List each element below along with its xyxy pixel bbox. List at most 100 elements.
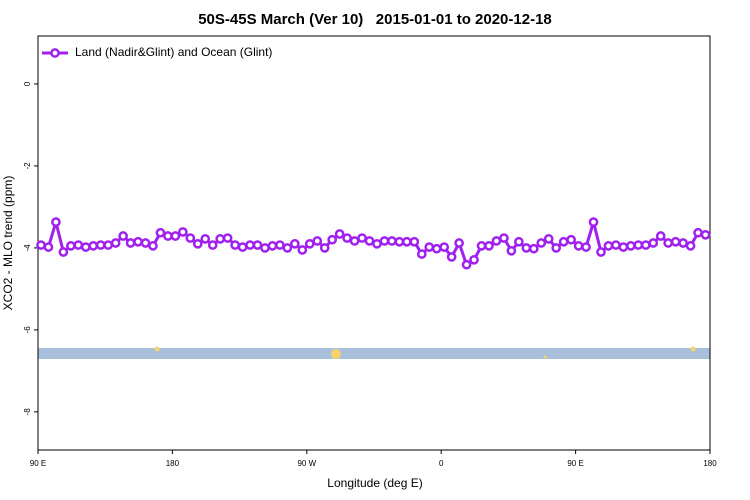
- data-point: [275, 240, 285, 250]
- data-point: [245, 240, 255, 250]
- data-point: [170, 231, 181, 241]
- data-point: [484, 241, 494, 251]
- y-tick-label: -8: [23, 408, 32, 416]
- land-marker: [154, 346, 160, 352]
- data-point: [618, 242, 629, 252]
- data-point: [357, 233, 367, 243]
- data-point: [431, 243, 442, 254]
- x-axis-label: Longitude (deg E): [327, 476, 422, 490]
- data-point: [588, 217, 599, 227]
- land-marker: [543, 355, 547, 359]
- land-marker: [690, 346, 696, 352]
- data-point: [491, 236, 502, 246]
- data-point: [596, 247, 606, 257]
- y-tick-label: -6: [23, 326, 32, 334]
- data-point: [252, 240, 263, 250]
- data-point: [506, 245, 517, 256]
- data-point: [66, 241, 76, 251]
- data-point: [521, 243, 532, 253]
- data-point: [267, 241, 278, 251]
- legend-label: Land (Nadir&Glint) and Ocean (Glint): [75, 45, 272, 59]
- data-point: [409, 236, 420, 247]
- x-tick-label: 0: [439, 459, 444, 468]
- x-tick-label: 90 W: [297, 459, 316, 468]
- data-point: [95, 240, 106, 250]
- data-point: [334, 229, 345, 239]
- data-point: [290, 238, 300, 249]
- data-point: [581, 242, 591, 252]
- data-point: [73, 240, 84, 250]
- data-point: [573, 241, 584, 251]
- data-point: [611, 240, 621, 250]
- data-point: [693, 227, 703, 238]
- data-point: [364, 236, 375, 246]
- data-point: [80, 242, 91, 252]
- data-point: [103, 240, 114, 250]
- data-point: [192, 238, 203, 249]
- data-point: [439, 242, 450, 252]
- data-point: [88, 241, 99, 251]
- data-point: [260, 243, 270, 253]
- data-point: [36, 240, 46, 250]
- x-tick-label: 90 E: [30, 459, 46, 468]
- data-point: [461, 259, 472, 270]
- data-point: [700, 229, 711, 240]
- data-point: [678, 238, 688, 248]
- chart-title: 50S-45S March (Ver 10) 2015-01-01 to 202…: [198, 11, 552, 28]
- data-point: [536, 238, 547, 248]
- land-markers: [154, 346, 696, 359]
- data-point: [51, 217, 61, 227]
- data-point: [454, 238, 464, 248]
- data-point: [379, 236, 390, 246]
- data-point: [670, 236, 681, 247]
- x-tick-label: 180: [703, 459, 717, 468]
- data-point: [342, 233, 352, 243]
- data-point: [148, 241, 158, 251]
- y-tick-label: -4: [23, 244, 32, 252]
- data-point: [163, 231, 173, 241]
- data-point: [133, 236, 143, 247]
- data-point: [469, 254, 479, 265]
- data-point: [178, 227, 188, 237]
- data-point: [349, 236, 360, 246]
- data-point: [476, 241, 487, 251]
- data-point: [207, 240, 218, 250]
- data-point: [633, 240, 644, 250]
- data-point: [528, 243, 539, 254]
- data-point: [372, 238, 382, 249]
- data-point: [626, 241, 636, 251]
- surface-band: [38, 348, 710, 359]
- legend-marker: [50, 48, 60, 58]
- data-point: [499, 233, 509, 243]
- data-point: [125, 238, 136, 248]
- data-point: [222, 233, 233, 243]
- land-marker: [331, 349, 341, 359]
- data-point: [394, 236, 405, 247]
- data-point: [446, 252, 457, 262]
- data-point: [200, 234, 211, 244]
- data-point: [155, 227, 166, 238]
- data-point: [648, 238, 659, 248]
- x-tick-label: 180: [166, 459, 180, 468]
- data-point: [327, 234, 338, 245]
- data-point: [118, 231, 128, 241]
- data-point: [110, 238, 121, 248]
- data-point: [43, 242, 54, 252]
- y-axis-label: XCO2 - MLO trend (ppm): [1, 176, 15, 311]
- legend: Land (Nadir&Glint) and Ocean (Glint): [42, 45, 272, 59]
- data-point: [230, 240, 240, 250]
- y-tick-label: 0: [23, 81, 32, 86]
- data-point: [566, 234, 576, 245]
- data-point: [663, 238, 674, 248]
- data-point: [297, 245, 308, 255]
- data-point: [58, 247, 69, 257]
- data-point: [140, 238, 151, 248]
- data-point: [237, 242, 248, 252]
- data-point: [282, 243, 293, 253]
- data-point: [543, 234, 554, 244]
- data-point: [640, 240, 651, 250]
- data-point: [551, 243, 562, 253]
- data-point: [215, 234, 226, 244]
- data-point: [416, 249, 427, 259]
- data-point: [319, 243, 330, 253]
